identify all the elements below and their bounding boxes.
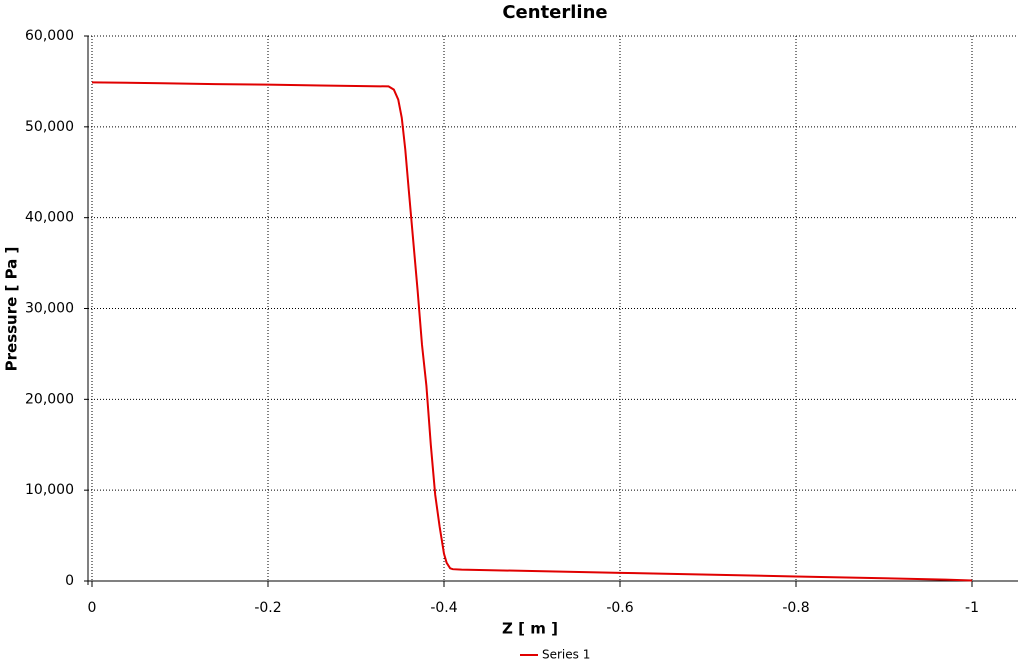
y-tick-label: 30,000 <box>25 301 74 317</box>
x-axis-label: Z [ m ] <box>502 620 558 638</box>
x-tick-label: -0.6 <box>606 600 633 616</box>
legend-label: Series 1 <box>542 648 590 662</box>
data-line <box>91 81 973 582</box>
y-tick-label: 50,000 <box>25 119 74 135</box>
y-tick-label: 0 <box>65 573 74 589</box>
x-tick-label: -0.8 <box>782 600 809 616</box>
chart-title: Centerline <box>502 2 607 23</box>
y-tick-label: 40,000 <box>25 210 74 226</box>
y-axis-label: Pressure [ Pa ] <box>3 247 21 372</box>
x-tick-label: -0.4 <box>430 600 457 616</box>
y-tick-label: 20,000 <box>25 391 74 407</box>
x-tick-label: -0.2 <box>254 600 281 616</box>
y-tick-label: 60,000 <box>25 28 74 44</box>
y-tick-label: 10,000 <box>25 482 74 498</box>
x-tick-label: 0 <box>88 600 97 616</box>
x-tick-label: -1 <box>965 600 979 616</box>
